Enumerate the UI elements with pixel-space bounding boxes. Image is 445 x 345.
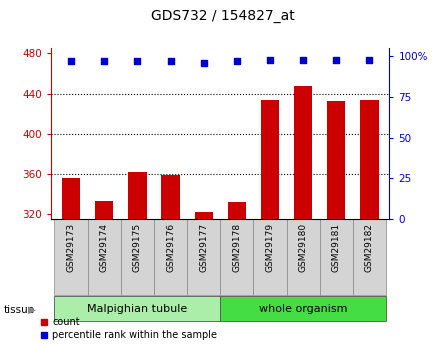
Bar [220,296,386,321]
Text: GSM29179: GSM29179 [266,223,275,272]
Bar [360,100,379,219]
Point [366,57,373,62]
Bar [121,219,154,295]
Point [267,57,274,62]
Text: GSM29176: GSM29176 [166,223,175,272]
Text: GSM29177: GSM29177 [199,223,208,272]
Text: whole organism: whole organism [259,304,348,314]
Legend: count, percentile rank within the sample: count, percentile rank within the sample [40,317,217,340]
Point [299,57,307,62]
Bar [220,219,254,295]
Point [134,59,141,64]
Bar [261,100,279,219]
Bar [294,87,312,219]
Point [68,59,75,64]
Bar [287,219,320,295]
Point [101,59,108,64]
Bar [88,219,121,295]
Text: ▶: ▶ [28,305,36,315]
Bar [95,201,113,219]
Text: GSM29173: GSM29173 [67,223,76,272]
Text: GSM29182: GSM29182 [365,223,374,272]
Bar [327,100,345,219]
Bar [320,219,353,295]
Text: tissue: tissue [4,305,35,315]
Bar [128,172,146,219]
Bar [228,202,246,219]
Point [167,59,174,64]
Text: GSM29178: GSM29178 [232,223,241,272]
Bar [194,212,213,219]
Text: GSM29174: GSM29174 [100,223,109,272]
Bar [54,296,220,321]
Point [233,59,240,64]
Bar [154,219,187,295]
Bar [162,175,180,219]
Text: GDS732 / 154827_at: GDS732 / 154827_at [150,9,295,23]
Bar [62,178,80,219]
Bar [187,219,220,295]
Bar [54,219,88,295]
Point [333,57,340,62]
Text: GSM29181: GSM29181 [332,223,341,272]
Bar [353,219,386,295]
Text: GSM29180: GSM29180 [299,223,307,272]
Text: GSM29175: GSM29175 [133,223,142,272]
Text: Malpighian tubule: Malpighian tubule [87,304,187,314]
Bar [254,219,287,295]
Point [200,60,207,66]
